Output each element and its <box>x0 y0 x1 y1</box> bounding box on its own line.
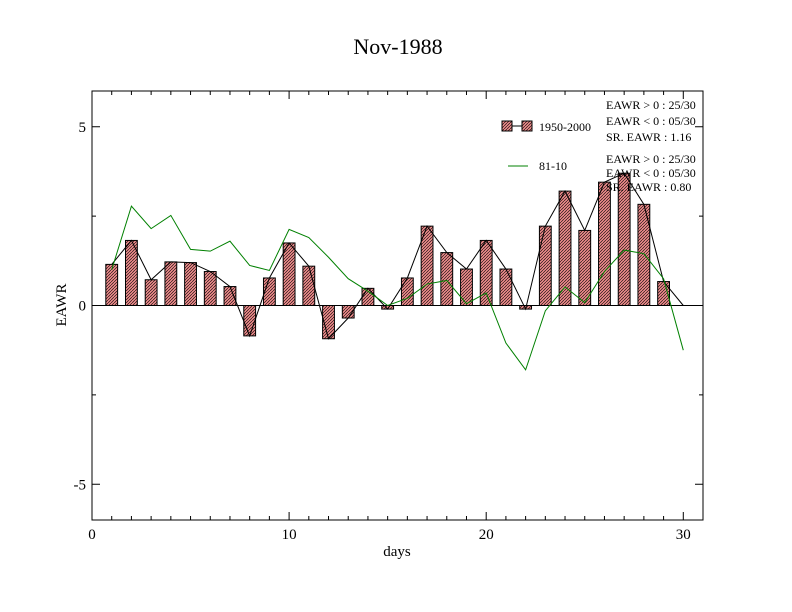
legend-bar-swatch-left <box>501 120 513 132</box>
y-axis-label: EAWR <box>54 284 70 327</box>
bar-day-18 <box>440 252 454 306</box>
legend-bar-swatch-right <box>521 120 533 132</box>
line-stat-positive: EAWR > 0 : 25/30 <box>606 152 696 166</box>
chart-title: Nov-1988 <box>353 34 442 59</box>
bar-stat-positive: EAWR > 0 : 25/30 <box>606 98 696 112</box>
x-axis: 0 10 20 30 <box>88 91 691 543</box>
bar-day-9 <box>262 277 276 307</box>
y-tick-label: 0 <box>79 299 87 315</box>
bar-day-26 <box>598 181 611 307</box>
bar-day-25 <box>578 229 592 306</box>
bar-day-8 <box>243 305 257 337</box>
bar-day-11 <box>302 265 316 306</box>
legend-label-1950-2000: 1950-2000 <box>539 120 591 134</box>
bar-day-16 <box>400 277 414 307</box>
line-series-81-10 <box>111 205 684 371</box>
bar-day-4 <box>164 261 178 307</box>
bar-day-23 <box>538 225 552 306</box>
x-tick-label: 30 <box>676 527 691 543</box>
x-tick-label: 0 <box>88 527 96 543</box>
x-tick-label: 20 <box>479 527 494 543</box>
legend-label-81-10: 81-10 <box>539 159 567 173</box>
x-tick-label: 10 <box>282 527 297 543</box>
legend: 1950-2000 81-10 <box>501 120 591 173</box>
y-tick-label: 5 <box>79 120 87 136</box>
bar-day-19 <box>460 268 473 307</box>
bar-stat-sr: SR. EAWR : 1.16 <box>606 130 691 144</box>
bar-day-6 <box>203 271 217 307</box>
bar-day-3 <box>144 279 158 307</box>
x-axis-label: days <box>383 544 411 560</box>
line-stat-sr: SR. EAWR : 0.80 <box>606 180 691 194</box>
bar-day-5 <box>184 262 197 307</box>
bar-stat-negative: EAWR < 0 : 05/30 <box>606 114 696 128</box>
bar-day-1 <box>105 263 119 307</box>
bar-series-1950-2000 <box>105 172 670 340</box>
bar-day-2 <box>125 239 138 306</box>
y-tick-label: -5 <box>74 477 87 493</box>
bar-day-24 <box>558 190 572 307</box>
line-stat-negative: EAWR < 0 : 05/30 <box>606 166 696 180</box>
bar-day-10 <box>282 242 296 306</box>
bar-day-21 <box>499 268 513 307</box>
bar-series-connector-line <box>111 172 684 340</box>
stats-annotations: EAWR > 0 : 25/30 EAWR < 0 : 05/30 SR. EA… <box>606 98 696 194</box>
